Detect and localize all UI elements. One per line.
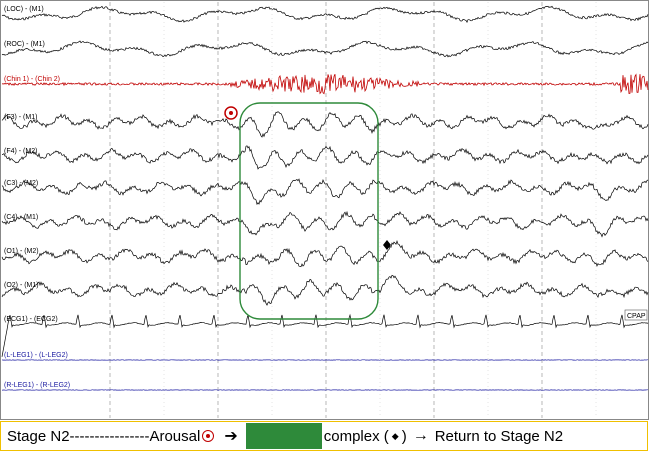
- right-arrow-icon: ➔: [224, 428, 238, 445]
- cpap-tag: CPAP: [624, 309, 648, 321]
- channel-label: (LOC) - (M1): [4, 6, 44, 13]
- trace-eog: [1, 5, 649, 24]
- channel-label: (O1) - (M2): [4, 248, 39, 255]
- arousal-circled-dot-icon: [202, 430, 215, 442]
- cpap-label: CPAP: [627, 313, 646, 320]
- trace-eog: [1, 40, 649, 58]
- channel-label: (Chin 1) - (Chin 2): [4, 76, 60, 83]
- arousal-marker-icon: [224, 106, 238, 120]
- trace-emg: [1, 73, 649, 95]
- caption-stage-text: Stage N2----------------Arousal: [7, 427, 201, 445]
- channel-traces: [1, 5, 649, 391]
- channel-label: (F4) - (M2): [4, 148, 37, 155]
- polysomnogram-traces: (LOC) - (M1) (ROC) - (M1) (Chin 1) - (Chin…: [0, 0, 649, 420]
- trace-ecg: [1, 313, 649, 357]
- trace-eeg: [2, 145, 649, 170]
- trace-eeg: [1, 239, 649, 268]
- caption-bar: Stage N2----------------Arousal ➔ comple…: [0, 421, 648, 451]
- channel-label: (O2) - (M1): [4, 282, 39, 289]
- trace-eeg: [1, 210, 649, 238]
- channel-label: (C3) - (M2): [4, 180, 38, 187]
- channel-label: (ECG1) - (ECG2): [4, 316, 58, 323]
- trace-eeg: [1, 178, 649, 206]
- channel-label: (L-LEG1) - (L-LEG2): [4, 352, 68, 359]
- channel-label: (F3) - (M1): [4, 114, 37, 121]
- channel-label: (ROC) - (M1): [4, 41, 45, 48]
- caption-complex-open: complex (: [323, 427, 389, 445]
- channel-label: (R-LEG1) - (R-LEG2): [4, 382, 70, 389]
- annotations: [224, 102, 391, 320]
- return-arrow-icon: →: [412, 427, 429, 444]
- k-complex-green-block: [245, 423, 322, 449]
- trace-eeg: [1, 111, 649, 138]
- k-complex-highlight-box: [239, 102, 379, 320]
- trace-eeg: [1, 274, 649, 306]
- caption-return-text: Return to Stage N2: [434, 427, 564, 445]
- k-complex-diamond-icon: [383, 240, 391, 250]
- channel-label: (C4) - (M1): [4, 214, 38, 221]
- channel-labels: (LOC) - (M1) (ROC) - (M1) (Chin 1) - (Chin…: [4, 6, 70, 389]
- caption-complex-close: ): [401, 427, 407, 445]
- epoch-grid: [109, 2, 597, 418]
- diamond-icon: ◆: [391, 430, 399, 441]
